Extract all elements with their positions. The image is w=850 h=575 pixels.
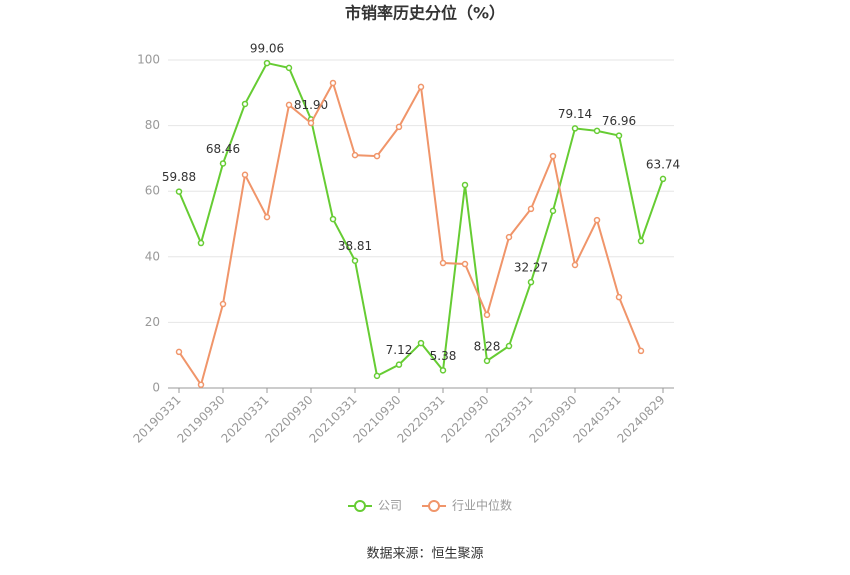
legend-marker — [428, 500, 441, 512]
y-tick-label: 20 — [145, 315, 160, 329]
point — [571, 125, 579, 132]
point — [593, 127, 601, 135]
point — [571, 261, 579, 269]
point — [263, 59, 271, 67]
point — [307, 119, 315, 127]
point — [659, 175, 667, 183]
point — [285, 64, 293, 72]
point — [615, 293, 623, 301]
y-tick-label: 40 — [145, 249, 160, 263]
point — [241, 100, 249, 108]
point — [417, 339, 425, 347]
data-label: 59.88 — [162, 170, 196, 184]
series-line — [178, 80, 642, 388]
legend-label: 公司 — [378, 499, 402, 513]
source: 数据来源：恒生聚源 — [366, 547, 483, 562]
point — [395, 361, 403, 368]
data-label: 5.38 — [430, 349, 457, 363]
point — [197, 381, 205, 388]
point — [461, 181, 469, 189]
point — [637, 347, 645, 355]
point — [285, 101, 293, 109]
x-tick-label: 20240829 — [615, 393, 668, 446]
data-label: 38.81 — [338, 239, 372, 253]
point — [395, 123, 403, 131]
data-label: 76.96 — [602, 114, 636, 128]
point — [439, 259, 447, 267]
point — [329, 215, 337, 223]
data-label: 63.74 — [646, 157, 680, 171]
data-label: 68.46 — [206, 142, 240, 156]
y-tick-label: 100 — [137, 53, 160, 67]
point — [527, 205, 535, 213]
legend-marker — [354, 500, 366, 512]
point — [241, 171, 249, 179]
chart-title: 市销率历史分位（%） — [345, 4, 505, 23]
point — [373, 372, 381, 380]
point — [483, 357, 491, 365]
point — [329, 79, 337, 87]
legend-label: 行业中位数 — [452, 498, 512, 513]
data-label: 8.28 — [474, 339, 501, 353]
point — [175, 188, 183, 195]
point — [549, 207, 557, 215]
point — [505, 342, 513, 350]
point — [197, 239, 205, 247]
y-tick-label: 60 — [145, 184, 160, 198]
data-label: 79.14 — [558, 107, 592, 121]
y-tick-label: 80 — [145, 118, 160, 132]
y-tick-label: 0 — [152, 381, 160, 395]
point — [527, 278, 535, 286]
point — [351, 257, 359, 264]
point — [373, 152, 381, 160]
point — [483, 311, 491, 319]
point — [549, 152, 557, 160]
point — [219, 160, 227, 167]
data-label: 32.27 — [514, 261, 548, 275]
point — [439, 367, 447, 374]
point — [593, 216, 601, 224]
point — [505, 233, 513, 241]
point — [637, 237, 645, 245]
point — [461, 260, 469, 268]
data-label: 7.12 — [386, 343, 413, 357]
point — [263, 213, 271, 221]
point — [417, 83, 425, 91]
data-label: 99.06 — [250, 42, 284, 56]
point — [351, 151, 359, 159]
point — [175, 348, 183, 356]
point — [615, 132, 623, 139]
point — [219, 300, 227, 308]
